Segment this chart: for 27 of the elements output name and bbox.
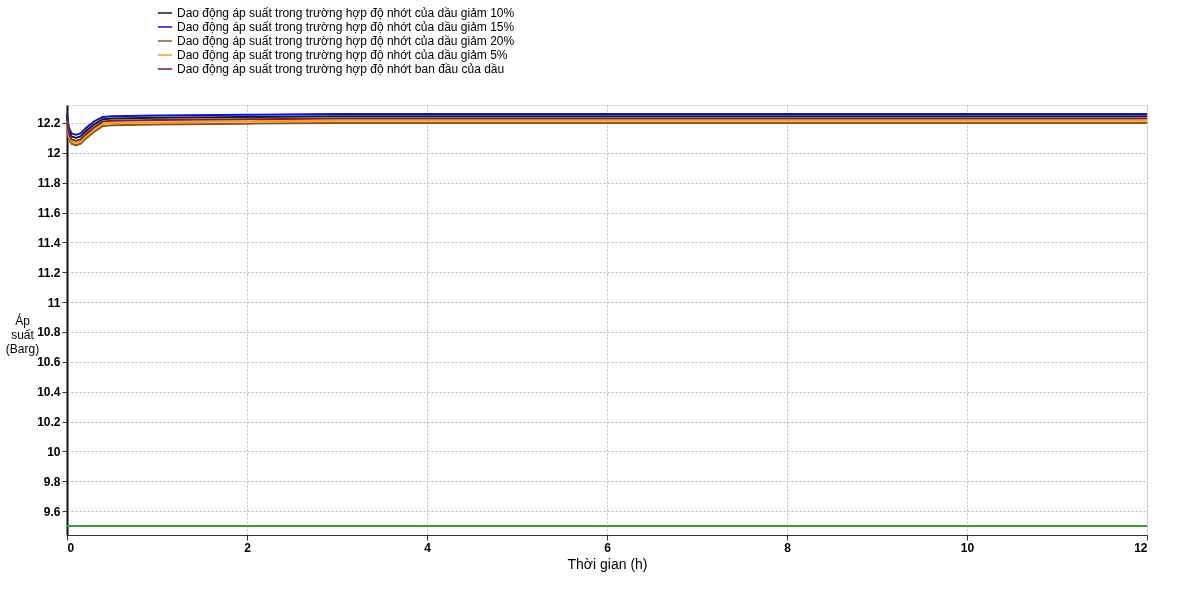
y-tick-label: 11 (47, 295, 61, 310)
legend-label: Dao động áp suất trong trường hợp độ nhớt ban đầu của dầu (177, 62, 505, 76)
x-tick-label: 8 (784, 540, 792, 555)
y-tick-label: 10.2 (37, 415, 61, 430)
legend-label: Dao động áp suất trong trường hợp độ nhớt của dầu giảm 15% (177, 20, 515, 34)
y-tick-label: 11.8 (37, 176, 61, 191)
x-tick-label: 12 (1134, 540, 1148, 555)
y-tick-label: 10 (47, 444, 61, 459)
y-tick-label: 11.4 (37, 235, 61, 250)
y-tick-label: 10.4 (37, 385, 61, 400)
x-tick-label: 4 (424, 540, 432, 555)
y-tick-label: 11.2 (37, 265, 61, 280)
x-tick-label: 2 (244, 540, 252, 555)
legend-label: Dao động áp suất trong trường hợp độ nhớt của dầu giảm 5% (177, 48, 508, 62)
y-tick-label: 9.6 (43, 504, 61, 519)
y-tick-label: 12.2 (37, 116, 61, 131)
y-tick-label: 10.8 (37, 325, 61, 340)
y-tick-label: 9.8 (43, 474, 61, 489)
x-tick-label: 10 (960, 540, 975, 555)
legend-label: Dao động áp suất trong trường hợp độ nhớt của dầu giảm 10% (177, 6, 515, 20)
y-tick-label: 12 (47, 146, 61, 161)
x-axis-title: Thời gian (h) (567, 555, 648, 572)
y-tick-label: 11.6 (37, 206, 61, 220)
x-tick-label: 6 (604, 540, 612, 555)
x-tick-label: 0 (67, 540, 75, 555)
legend-label: Dao động áp suất trong trường hợp độ nhớt của dầu giảm 20% (177, 34, 515, 48)
y-tick-label: 10.6 (37, 355, 61, 370)
